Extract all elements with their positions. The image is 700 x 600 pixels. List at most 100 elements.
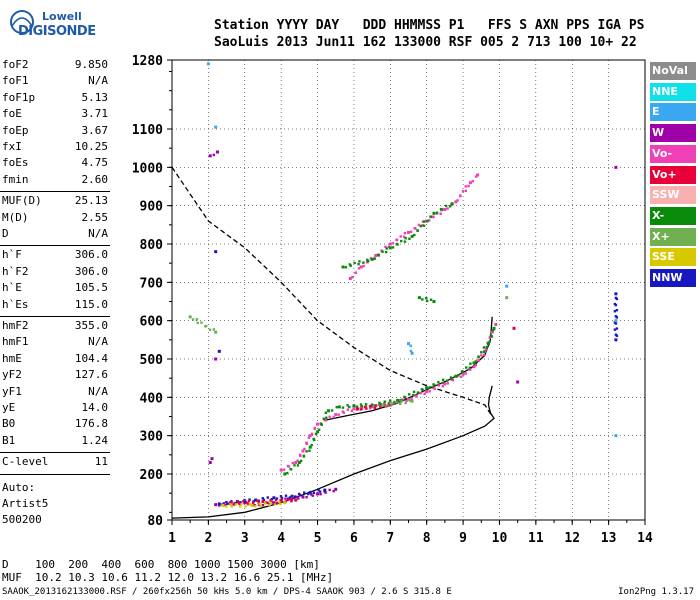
echo-point bbox=[505, 284, 509, 288]
echo-point bbox=[392, 402, 395, 405]
param-row: fxI 10.25 bbox=[2, 140, 108, 156]
echo-point bbox=[359, 265, 363, 269]
echo-point bbox=[317, 428, 321, 432]
echo-point bbox=[492, 326, 496, 330]
echo-point bbox=[291, 461, 294, 465]
echo-point bbox=[440, 208, 444, 211]
echo-point bbox=[254, 498, 258, 502]
param-row: yF2 127.6 bbox=[2, 368, 108, 384]
echo-point bbox=[337, 405, 341, 409]
echo-point bbox=[467, 184, 470, 188]
echo-point bbox=[464, 372, 468, 375]
echo-point bbox=[217, 349, 221, 353]
echo-point bbox=[313, 426, 316, 430]
echo-point bbox=[308, 434, 312, 438]
echo-point bbox=[404, 237, 407, 240]
echo-point bbox=[413, 233, 416, 237]
echo-point bbox=[445, 379, 449, 382]
echo-point bbox=[464, 189, 468, 193]
echo-point bbox=[307, 436, 311, 439]
echo-point bbox=[325, 416, 328, 419]
echo-point bbox=[437, 380, 440, 384]
echo-point bbox=[477, 355, 480, 358]
echo-point bbox=[396, 243, 399, 246]
echo-point bbox=[615, 308, 619, 312]
echo-point bbox=[242, 500, 245, 503]
echo-point bbox=[366, 258, 369, 262]
echo-point bbox=[373, 406, 377, 410]
param-row: h`F 306.0 bbox=[2, 248, 108, 264]
footer-muf-row: MUF 10.2 10.3 10.6 11.2 12.0 13.2 16.6 2… bbox=[2, 571, 334, 584]
echo-point bbox=[428, 390, 431, 393]
echo-point bbox=[368, 407, 372, 410]
echo-point bbox=[303, 447, 306, 451]
echo-point bbox=[266, 496, 270, 499]
param-key: h`Es bbox=[2, 297, 29, 311]
echo-point bbox=[425, 386, 429, 390]
echo-point bbox=[395, 238, 399, 242]
echo-point bbox=[214, 330, 218, 334]
x-tick-label: 12 bbox=[564, 531, 580, 546]
echo-point bbox=[417, 223, 421, 227]
echo-point bbox=[385, 404, 388, 407]
echo-point bbox=[377, 403, 381, 406]
echo-point bbox=[212, 153, 216, 157]
echo-point bbox=[370, 257, 374, 261]
echo-point bbox=[393, 400, 396, 404]
y-tick-label: 200 bbox=[140, 468, 164, 483]
echo-point bbox=[516, 380, 520, 384]
echo-point bbox=[450, 377, 454, 380]
legend-item: SSE bbox=[650, 248, 696, 267]
param-key: h`E bbox=[2, 281, 22, 295]
echo-point bbox=[615, 334, 619, 337]
param-key: foF1 bbox=[2, 74, 29, 88]
echo-point bbox=[290, 498, 294, 501]
param-key: foEs bbox=[2, 156, 29, 170]
echo-point bbox=[410, 234, 414, 238]
param-row: foF1 N/A bbox=[2, 74, 108, 90]
echo-point bbox=[432, 215, 435, 219]
echo-point bbox=[469, 368, 472, 371]
echo-point bbox=[419, 224, 423, 228]
param-value: 25.13 bbox=[74, 194, 108, 208]
param-separator bbox=[0, 473, 110, 475]
logo-line-2: DIGISONDE bbox=[18, 24, 96, 39]
echo-point bbox=[270, 497, 274, 501]
echo-point bbox=[289, 468, 293, 471]
echo-point bbox=[308, 449, 311, 452]
legend-item: SSW bbox=[650, 186, 696, 205]
y-tick-label: 500 bbox=[140, 353, 164, 368]
echo-point bbox=[474, 363, 478, 367]
echo-point bbox=[408, 399, 412, 402]
echo-point bbox=[261, 503, 265, 507]
echo-point bbox=[454, 200, 458, 204]
echo-point bbox=[224, 503, 227, 507]
echo-point bbox=[417, 296, 421, 300]
echo-point bbox=[310, 443, 313, 447]
echo-point bbox=[421, 298, 424, 301]
echo-point bbox=[254, 504, 257, 508]
echo-point bbox=[494, 323, 498, 326]
echo-point bbox=[468, 366, 471, 369]
echo-point bbox=[482, 346, 486, 349]
echo-point bbox=[188, 315, 192, 319]
param-row: hmF1 N/A bbox=[2, 335, 108, 351]
echo-point bbox=[416, 229, 419, 232]
param-value: N/A bbox=[88, 335, 108, 349]
footer-file-note: SAAOK_2013162133000.RSF / 260fx256h 50 k… bbox=[2, 587, 452, 597]
echo-point bbox=[248, 498, 251, 501]
echo-point bbox=[259, 504, 263, 507]
echo-point bbox=[388, 242, 392, 246]
echo-point bbox=[387, 401, 391, 405]
echo-point bbox=[324, 419, 327, 422]
echo-point bbox=[471, 179, 474, 183]
echo-point bbox=[379, 403, 382, 406]
legend-item: X- bbox=[650, 206, 696, 225]
echo-point bbox=[615, 327, 619, 330]
echo-point bbox=[414, 227, 417, 230]
echo-point bbox=[391, 242, 395, 245]
echo-point bbox=[272, 496, 276, 500]
param-value: 115.0 bbox=[74, 297, 108, 311]
param-key: foEp bbox=[2, 123, 29, 137]
echo-point bbox=[214, 503, 218, 507]
